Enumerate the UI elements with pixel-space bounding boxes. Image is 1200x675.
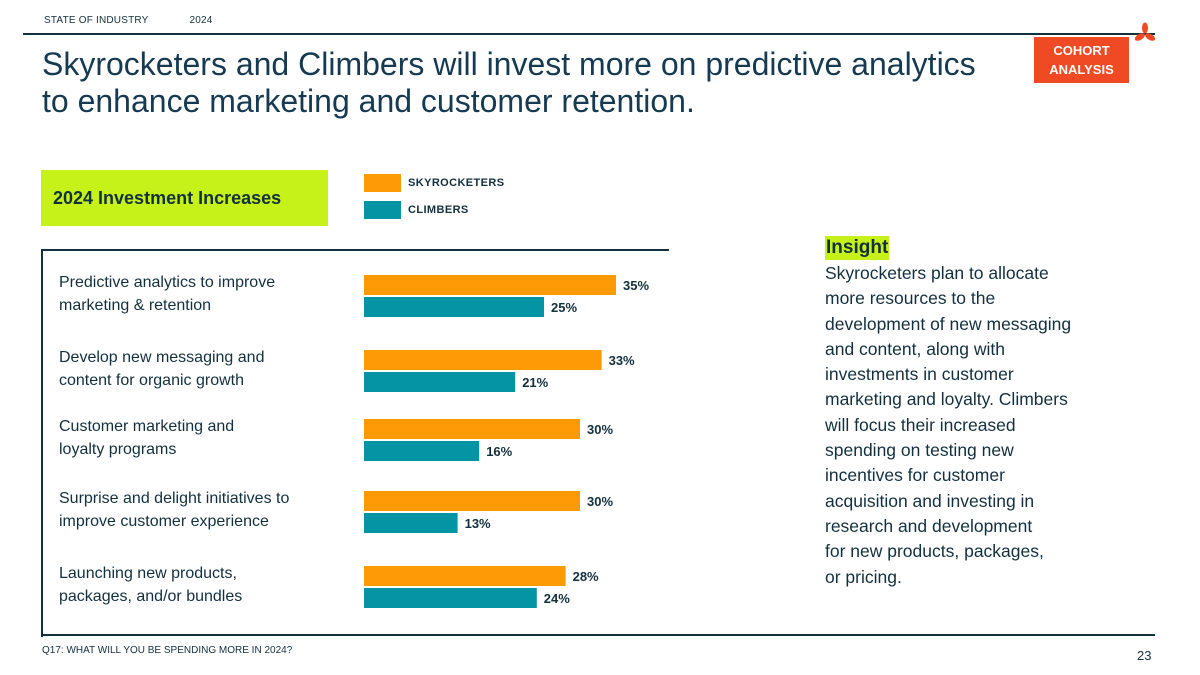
category-label: Customer marketing and loyalty programs <box>59 418 234 458</box>
value-label-skyrocketers: 33% <box>609 353 635 368</box>
bar-skyrocketers <box>364 419 580 439</box>
chart-title-label: 2024 Investment Increases <box>41 170 328 226</box>
bar-climbers <box>364 588 537 608</box>
legend-item-climbers: CLIMBERS <box>364 201 504 219</box>
value-label-climbers: 25% <box>551 300 577 315</box>
legend-label-climbers: CLIMBERS <box>408 204 469 216</box>
bottom-divider <box>41 634 1155 636</box>
bar-climbers <box>364 513 458 533</box>
page-title: Skyrocketers and Climbers will invest mo… <box>42 46 976 119</box>
top-bar: STATE OF INDUSTRY 2024 <box>44 15 213 26</box>
insight-panel: Insight Skyrocketers plan to allocate mo… <box>825 236 1125 590</box>
category-label: Develop new messaging and content for org… <box>59 349 264 389</box>
brand-asterisk-icon <box>1134 22 1156 41</box>
value-label-climbers: 16% <box>486 444 512 459</box>
value-label-climbers: 21% <box>522 375 548 390</box>
chart-frame-top <box>41 249 669 251</box>
value-label-skyrocketers: 30% <box>587 494 613 509</box>
cohort-analysis-badge: COHORT ANALYSIS <box>1034 37 1129 83</box>
page-number: 23 <box>1137 648 1152 663</box>
section-name: STATE OF INDUSTRY <box>44 15 149 26</box>
value-label-climbers: 13% <box>465 516 491 531</box>
badge-line-1: COHORT <box>1053 43 1110 58</box>
value-label-skyrocketers: 28% <box>573 569 599 584</box>
insight-body: Skyrocketers plan to allocate more resou… <box>825 263 1072 587</box>
badge-line-2: ANALYSIS <box>1049 62 1114 77</box>
survey-question-footnote: Q17: WHAT WILL YOU BE SPENDING MORE IN 2… <box>42 645 293 656</box>
report-year: 2024 <box>189 15 213 26</box>
bar-climbers <box>364 372 516 392</box>
bar-skyrocketers <box>364 566 566 586</box>
category-label: Predictive analytics to improve marketing… <box>59 274 275 314</box>
value-label-skyrocketers: 35% <box>623 278 649 293</box>
bar-skyrocketers <box>364 275 616 295</box>
bar-skyrocketers <box>364 350 602 370</box>
legend-label-skyrocketers: SKYROCKETERS <box>408 177 505 189</box>
chart-frame-left <box>41 249 43 637</box>
insight-title: Insight <box>825 236 890 260</box>
bar-climbers <box>364 441 480 461</box>
legend-item-skyrocketers: SKYROCKETERS <box>364 174 504 192</box>
category-label: Surprise and delight initiatives to impro… <box>59 490 289 530</box>
chart-legend: SKYROCKETERS CLIMBERS <box>364 174 504 228</box>
category-label: Launching new products, packages, and/or … <box>59 565 242 605</box>
legend-swatch-climbers <box>364 201 401 219</box>
value-label-climbers: 24% <box>544 591 570 606</box>
legend-swatch-skyrocketers <box>364 174 401 192</box>
top-divider <box>23 33 1155 35</box>
value-label-skyrocketers: 30% <box>587 422 613 437</box>
bar-climbers <box>364 297 544 317</box>
bar-skyrocketers <box>364 491 580 511</box>
